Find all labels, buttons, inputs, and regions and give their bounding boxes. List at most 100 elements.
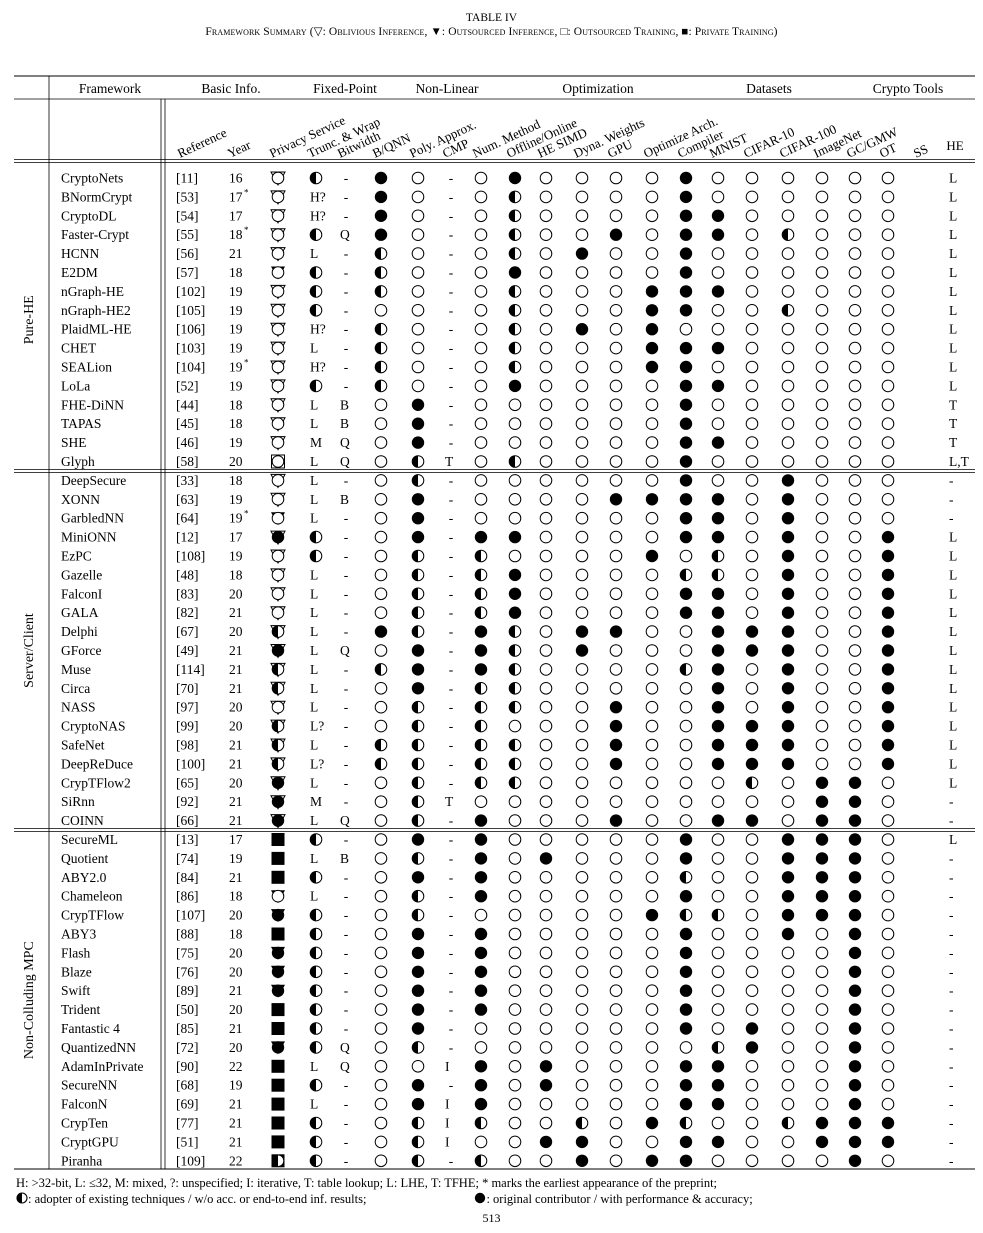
full-circle-mark xyxy=(271,776,285,789)
full-circle-mark xyxy=(679,455,693,468)
empty-circle-mark xyxy=(539,587,553,601)
table-row: DeepReDuce [100] 21 L? - - L xyxy=(61,756,957,771)
empty-circle-mark xyxy=(374,1116,388,1130)
empty-circle-mark xyxy=(645,190,659,204)
full-circle-mark xyxy=(411,398,425,411)
full-circle-mark xyxy=(781,587,795,600)
empty-circle-mark xyxy=(575,285,589,298)
empty-circle-mark xyxy=(645,776,659,790)
year-cell: 19 xyxy=(229,360,243,375)
empty-circle-mark xyxy=(539,549,553,563)
empty-circle-mark xyxy=(575,209,589,223)
text-mark: I xyxy=(445,1097,450,1112)
empty-circle-mark xyxy=(539,530,553,544)
he-type-cell: L xyxy=(949,341,957,356)
table-row: Glyph [58] 20 L Q T L,T xyxy=(61,454,970,469)
text-mark: - xyxy=(344,549,349,564)
empty-circle-mark xyxy=(848,209,862,223)
empty-circle-mark xyxy=(609,285,623,298)
empty-circle-mark xyxy=(645,511,659,525)
text-mark: L xyxy=(310,700,318,715)
preprint-mark: * xyxy=(244,358,249,368)
full-circle-mark xyxy=(711,341,725,355)
empty-circle-mark xyxy=(411,341,425,355)
full-circle-mark xyxy=(609,493,623,506)
full-circle-mark xyxy=(711,644,725,657)
framework-name: FalconI xyxy=(61,586,103,601)
full-circle-mark xyxy=(679,247,693,260)
full-circle-mark xyxy=(645,304,659,317)
full-circle-mark xyxy=(781,549,795,563)
text-mark: - xyxy=(449,1078,454,1093)
he-type-cell: L xyxy=(949,775,957,790)
empty-circle-mark xyxy=(508,814,522,827)
empty-circle-mark xyxy=(745,209,759,223)
table-row: GForce [49] 21 L Q - L xyxy=(61,643,957,658)
reference-cell: [92] xyxy=(176,794,199,809)
reference-cell: [69] xyxy=(176,1097,199,1112)
full-circle-mark xyxy=(679,946,693,960)
empty-circle-mark xyxy=(645,530,659,544)
half-circle-fill xyxy=(412,1117,418,1129)
full-circle-mark xyxy=(411,493,425,506)
empty-circle-mark xyxy=(508,908,522,922)
empty-circle-mark xyxy=(815,511,829,525)
empty-circle-mark xyxy=(411,171,425,185)
text-mark: L xyxy=(310,624,318,639)
empty-circle-mark xyxy=(745,549,759,563)
empty-circle-mark xyxy=(815,663,829,676)
text-mark: B xyxy=(340,397,349,412)
full-circle-mark xyxy=(474,663,488,676)
empty-circle-mark xyxy=(679,776,693,790)
empty-circle-mark xyxy=(815,1154,829,1168)
empty-circle-mark xyxy=(781,1135,795,1149)
empty-circle-mark xyxy=(815,568,829,582)
empty-circle-mark xyxy=(575,946,589,960)
empty-circle-mark xyxy=(374,1078,388,1092)
full-circle-mark xyxy=(711,530,725,544)
empty-circle-mark xyxy=(539,1041,553,1054)
empty-circle-mark xyxy=(645,587,659,601)
text-mark: L? xyxy=(310,719,324,734)
text-mark: - xyxy=(344,284,349,299)
empty-circle-mark xyxy=(539,511,553,525)
empty-circle-mark xyxy=(508,1022,522,1035)
empty-circle-mark xyxy=(374,1022,388,1035)
text-mark: - xyxy=(344,511,349,526)
he-type-cell: - xyxy=(949,889,954,904)
empty-circle-mark xyxy=(848,379,862,393)
half-circle-fill xyxy=(412,814,418,827)
empty-circle-mark xyxy=(508,1078,522,1092)
he-type-cell: L xyxy=(949,700,957,715)
full-circle-mark xyxy=(411,644,425,657)
empty-circle-mark xyxy=(539,946,553,960)
full-circle-mark xyxy=(679,984,693,997)
footnote-half-text: : adopter of existing techniques / w/o a… xyxy=(28,1192,367,1206)
empty-circle-mark xyxy=(271,322,285,336)
framework-name: CryptGPU xyxy=(61,1134,119,1149)
full-circle-mark xyxy=(474,1097,488,1111)
empty-circle-mark xyxy=(781,946,795,960)
full-circle-mark xyxy=(781,474,795,487)
empty-circle-mark xyxy=(745,304,759,317)
empty-circle-mark xyxy=(815,625,829,638)
text-mark: - xyxy=(344,303,349,318)
he-type-cell: - xyxy=(949,1002,954,1017)
year-cell: 21 xyxy=(229,643,243,658)
year-cell: 19 xyxy=(229,851,243,866)
empty-circle-mark xyxy=(539,965,553,979)
empty-circle-mark xyxy=(609,889,623,903)
text-mark: - xyxy=(449,530,454,545)
full-circle-mark xyxy=(881,701,895,714)
full-circle-mark xyxy=(271,833,285,846)
text-mark: L xyxy=(310,681,318,696)
text-mark: - xyxy=(449,492,454,507)
empty-circle-mark xyxy=(609,360,623,374)
empty-circle-mark xyxy=(881,455,895,468)
reference-cell: [97] xyxy=(176,700,199,715)
half-circle-fill xyxy=(509,644,515,657)
full-circle-mark xyxy=(539,1135,553,1149)
empty-circle-mark xyxy=(539,228,553,241)
empty-circle-mark xyxy=(881,984,895,998)
half-circle-fill xyxy=(712,550,718,562)
